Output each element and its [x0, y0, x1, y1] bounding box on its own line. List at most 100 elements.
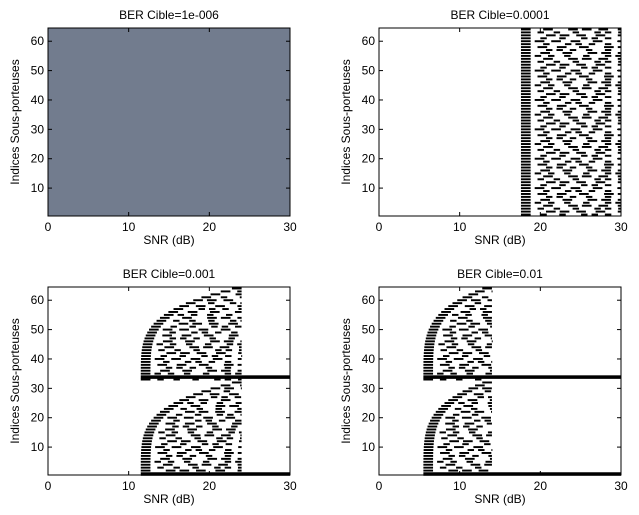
- data-bar: [543, 43, 550, 46]
- data-bar: [534, 113, 542, 116]
- data-bar: [438, 343, 445, 346]
- data-bar: [520, 201, 531, 204]
- data-bar: [572, 178, 580, 181]
- data-bar: [215, 305, 225, 308]
- data-bar: [224, 452, 234, 454]
- data-bar: [520, 204, 531, 207]
- data-bar: [221, 369, 231, 372]
- data-bar: [520, 78, 531, 81]
- data-bar: [569, 166, 577, 169]
- data-bar: [226, 437, 234, 440]
- data-bar: [235, 460, 242, 463]
- data-bar: [592, 128, 603, 131]
- data-bar: [520, 104, 531, 107]
- data-bar: [216, 440, 227, 443]
- data-bar: [540, 169, 551, 172]
- plot-area: [379, 28, 621, 216]
- data-bar: [604, 184, 612, 187]
- data-bar: [604, 31, 612, 34]
- data-bar: [226, 313, 233, 316]
- data-bar: [559, 96, 566, 98]
- data-bar: [604, 72, 612, 75]
- data-bar: [198, 363, 209, 366]
- data-bar: [576, 63, 586, 66]
- data-bar: [474, 378, 482, 381]
- data-bar: [451, 343, 459, 346]
- data-bar: [481, 296, 489, 299]
- data-bar: [579, 193, 589, 195]
- data-bar: [617, 52, 621, 54]
- data-bar: [433, 413, 444, 416]
- data-bar: [545, 93, 556, 96]
- data-bar: [153, 322, 164, 325]
- data-bar: [442, 355, 450, 357]
- data-bar: [617, 46, 621, 49]
- data-bar: [592, 69, 603, 72]
- data-bar: [543, 116, 553, 119]
- data-bar: [562, 110, 573, 113]
- data-bar: [237, 466, 242, 469]
- data-bar: [545, 34, 556, 37]
- data-bar: [159, 316, 170, 319]
- data-bar: [145, 428, 156, 431]
- data-bar: [585, 107, 593, 110]
- data-bar: [537, 75, 548, 78]
- data-bar: [197, 440, 208, 443]
- data-bar: [575, 190, 582, 192]
- data-bar: [229, 302, 237, 305]
- data-bar: [140, 378, 151, 381]
- data-bar: [520, 137, 531, 140]
- data-bar: [170, 325, 177, 328]
- data-bar: [581, 184, 588, 187]
- data-bar: [468, 431, 476, 434]
- data-bar: [448, 469, 459, 472]
- data-bar: [604, 119, 612, 122]
- data-bar: [579, 46, 589, 49]
- data-bar: [459, 452, 470, 454]
- data-bar: [435, 410, 446, 413]
- data-bar: [151, 419, 161, 422]
- data-bar: [485, 372, 492, 375]
- data-bar: [173, 402, 184, 404]
- data-bar: [423, 360, 434, 363]
- data-bar: [617, 181, 621, 184]
- data-bar: [617, 93, 621, 96]
- x-tick-label: 20: [534, 479, 548, 493]
- data-bar: [481, 313, 488, 316]
- data-bar: [207, 369, 218, 372]
- data-bar: [237, 463, 242, 466]
- data-bar: [617, 63, 621, 66]
- data-bar: [595, 63, 606, 66]
- y-tick-label: 40: [362, 352, 376, 366]
- data-bar: [225, 355, 232, 357]
- y-tick-label: 40: [31, 352, 45, 366]
- data-bar: [437, 460, 444, 463]
- data-bar: [520, 69, 531, 72]
- data-bar: [171, 358, 181, 360]
- data-bar: [579, 163, 589, 166]
- data-bar: [543, 131, 550, 134]
- data-bar: [491, 410, 493, 413]
- data-bar: [520, 146, 531, 148]
- data-bar: [169, 337, 177, 340]
- y-tick-label: 60: [362, 34, 376, 48]
- data-bar: [617, 104, 621, 107]
- data-bar: [162, 340, 173, 343]
- data-bar: [604, 143, 612, 145]
- data-bar: [207, 316, 217, 319]
- data-bar: [562, 52, 573, 54]
- data-bar: [576, 34, 586, 37]
- data-bar: [196, 352, 207, 355]
- data-bar: [193, 349, 200, 352]
- data-bar: [460, 410, 471, 413]
- data-bar: [162, 463, 173, 466]
- y-tick-label: 50: [31, 323, 45, 337]
- data-bar: [462, 469, 472, 472]
- data-bar: [163, 360, 170, 363]
- data-bar: [604, 113, 612, 116]
- data-bar: [229, 405, 239, 407]
- data-bar: [486, 422, 492, 425]
- data-bar: [424, 443, 434, 446]
- data-bar: [604, 60, 612, 63]
- data-bar: [553, 31, 561, 34]
